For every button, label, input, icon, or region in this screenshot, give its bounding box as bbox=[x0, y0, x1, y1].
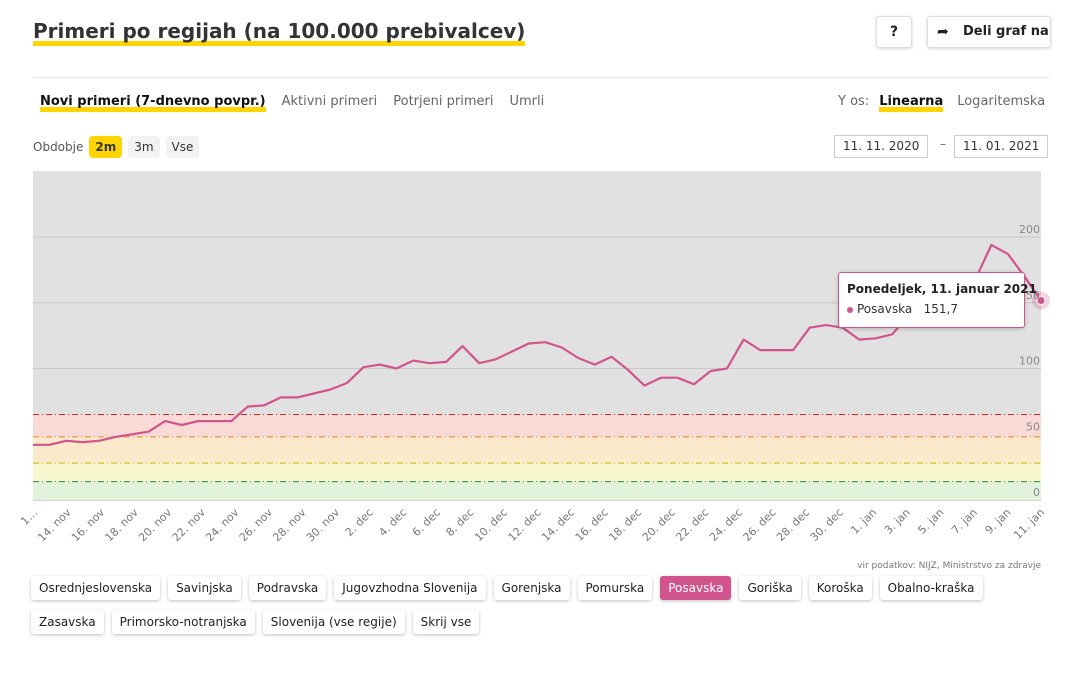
region-button[interactable]: Koroška bbox=[808, 576, 872, 600]
x-tick-label: 14. nov bbox=[35, 506, 74, 545]
tab-new-cases[interactable]: Novi primeri (7-dnevno povpr.) bbox=[40, 94, 266, 112]
tooltip-series: Posavska bbox=[857, 302, 913, 316]
region-selector: Osrednjeslovenska Savinjska Podravska Ju… bbox=[31, 576, 1031, 634]
region-button[interactable]: Slovenija (vse regije) bbox=[262, 610, 405, 634]
tab-active-cases[interactable]: Aktivni primeri bbox=[281, 94, 378, 109]
y-tick-label: 0 bbox=[1033, 486, 1040, 499]
x-tick-label: 18. nov bbox=[102, 506, 141, 545]
period-3m-button[interactable]: 3m bbox=[128, 136, 160, 158]
x-tick-label: 1… bbox=[18, 506, 40, 528]
date-separator: – bbox=[940, 137, 946, 151]
y-axis-label: Y os: bbox=[838, 94, 870, 109]
threshold-band bbox=[33, 481, 1041, 500]
series-dot-icon bbox=[847, 306, 853, 313]
region-button[interactable]: Primorsko-notranjska bbox=[111, 610, 255, 634]
region-button[interactable]: Jugovzhodna Slovenija bbox=[334, 576, 486, 600]
x-tick-label: 5. jan bbox=[915, 506, 946, 537]
x-tick-label: 26. dec bbox=[741, 506, 779, 544]
share-button-label: Deli graf na bbox=[963, 24, 1049, 39]
x-tick-label: 12. dec bbox=[506, 506, 544, 544]
region-button[interactable]: Podravska bbox=[248, 576, 327, 600]
highlight-point bbox=[1036, 296, 1046, 306]
x-tick-label: 30. dec bbox=[808, 506, 846, 544]
region-button[interactable]: Obalno-kraška bbox=[879, 576, 983, 600]
page-title: Primeri po regijah (na 100.000 prebivalc… bbox=[33, 18, 525, 46]
x-tick-label: 28. nov bbox=[270, 506, 309, 545]
chart-tooltip: Ponedeljek, 11. januar 2021 Posavska 151… bbox=[838, 272, 1037, 328]
hide-all-button[interactable]: Skrij vse bbox=[412, 610, 480, 634]
threshold-band bbox=[33, 463, 1041, 482]
x-tick-label: 16. nov bbox=[69, 506, 108, 545]
x-tick-label: 26. nov bbox=[237, 506, 276, 545]
x-tick-label: 20. nov bbox=[136, 506, 175, 545]
date-to-input[interactable]: 11. 01. 2021 bbox=[954, 135, 1049, 158]
x-tick-label: 2. dec bbox=[343, 506, 376, 539]
period-selector: Obdobje 2m 3m Vse bbox=[33, 136, 200, 158]
x-tick-label: 6. dec bbox=[410, 506, 443, 539]
x-tick-label: 10. dec bbox=[472, 506, 510, 544]
region-button[interactable]: Osrednjeslovenska bbox=[31, 576, 161, 600]
scale-linear[interactable]: Linearna bbox=[879, 94, 943, 112]
x-tick-label: 24. nov bbox=[203, 506, 242, 545]
date-from-input[interactable]: 11. 11. 2020 bbox=[834, 135, 929, 158]
region-button[interactable]: Goriška bbox=[739, 576, 801, 600]
x-tick-label: 18. dec bbox=[606, 506, 644, 544]
series-line-posavska bbox=[33, 243, 1042, 446]
x-tick-label: 24. dec bbox=[707, 506, 745, 544]
x-tick-label: 14. dec bbox=[539, 506, 577, 544]
y-axis-scale-selector: Y os: Linearna Logaritemska bbox=[838, 94, 1045, 112]
region-button[interactable]: Savinjska bbox=[168, 576, 241, 600]
scale-log[interactable]: Logaritemska bbox=[957, 94, 1046, 109]
tab-deaths[interactable]: Umrli bbox=[509, 94, 545, 109]
x-tick-label: 3. jan bbox=[882, 506, 913, 537]
period-2m-button[interactable]: 2m bbox=[89, 136, 123, 158]
period-all-button[interactable]: Vse bbox=[165, 136, 200, 158]
y-tick-label: 200 bbox=[1019, 223, 1040, 236]
tooltip-value: 151,7 bbox=[923, 302, 959, 316]
region-button[interactable]: Zasavska bbox=[31, 610, 104, 634]
help-button[interactable]: ? bbox=[876, 16, 912, 48]
x-tick-label: 22. dec bbox=[673, 506, 711, 544]
x-tick-label: 1. jan bbox=[848, 506, 879, 537]
tooltip-title: Ponedeljek, 11. januar 2021 bbox=[847, 282, 1037, 296]
tab-confirmed-cases[interactable]: Potrjeni primeri bbox=[393, 94, 494, 109]
region-button-selected[interactable]: Posavska bbox=[660, 576, 732, 600]
y-tick-label: 50 bbox=[1026, 420, 1040, 433]
threshold-band bbox=[33, 436, 1041, 464]
region-button[interactable]: Pomurska bbox=[577, 576, 653, 600]
x-tick-label: 22. nov bbox=[170, 506, 209, 545]
period-label: Obdobje bbox=[33, 140, 84, 154]
data-source: vir podatkov: NIJZ, Ministrstvo za zdrav… bbox=[857, 561, 1041, 571]
x-tick-label: 4. dec bbox=[376, 506, 409, 539]
metric-tabs: Novi primeri (7-dnevno povpr.) Aktivni p… bbox=[40, 94, 544, 112]
share-button[interactable]: ➦ Deli graf na bbox=[927, 16, 1051, 48]
threshold-band bbox=[33, 414, 1041, 437]
x-tick-label: 16. dec bbox=[573, 506, 611, 544]
x-tick-label: 7. jan bbox=[949, 506, 980, 537]
tooltip-row: Posavska 151,7 bbox=[847, 302, 958, 316]
x-tick-label: 20. dec bbox=[640, 506, 678, 544]
share-arrow-icon: ➦ bbox=[937, 24, 949, 40]
x-tick-label: 9. jan bbox=[983, 506, 1014, 537]
x-tick-label: 28. dec bbox=[774, 506, 812, 544]
y-tick-label: 100 bbox=[1019, 355, 1040, 368]
header-divider bbox=[33, 77, 1050, 78]
x-tick-label: 30. nov bbox=[304, 506, 343, 545]
x-tick-label: 11. jan bbox=[1011, 506, 1047, 542]
region-button[interactable]: Gorenjska bbox=[493, 576, 570, 600]
